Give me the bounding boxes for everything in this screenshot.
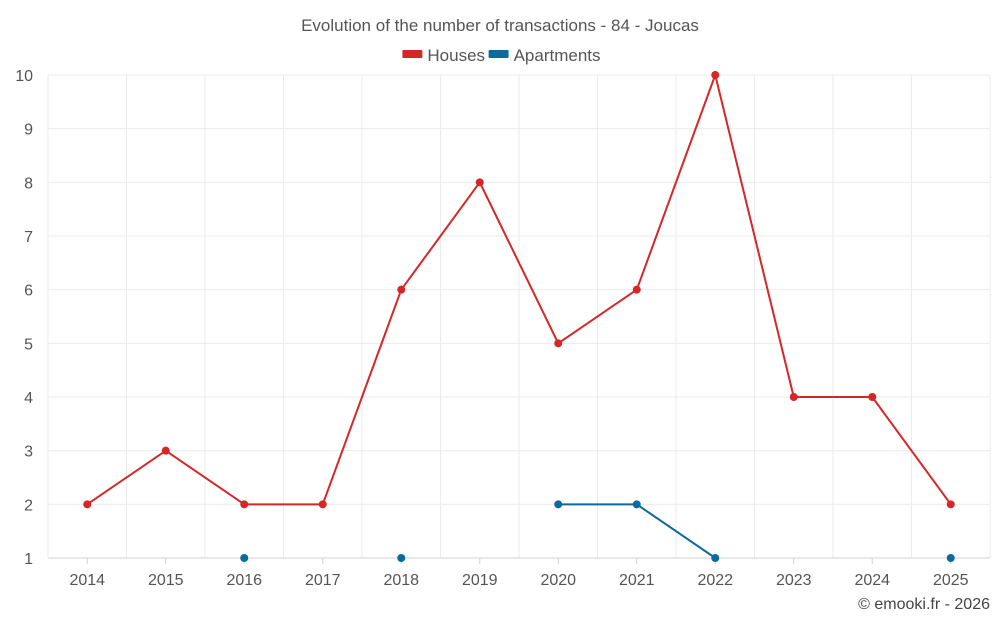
data-point[interactable] bbox=[475, 178, 484, 187]
series-line-segment bbox=[635, 74, 717, 291]
x-tick-label: 2015 bbox=[148, 572, 184, 589]
x-tick-label: 2024 bbox=[854, 572, 890, 589]
data-point[interactable] bbox=[161, 446, 170, 455]
series-line-segment bbox=[321, 288, 403, 506]
y-tick-label: 5 bbox=[24, 336, 33, 353]
y-tick-label: 2 bbox=[24, 497, 33, 514]
legend-item-apartments[interactable]: Apartments bbox=[488, 46, 601, 65]
series-line-segment bbox=[714, 74, 795, 398]
series-line-segment bbox=[478, 181, 560, 345]
data-point[interactable] bbox=[397, 285, 406, 294]
series-houses bbox=[83, 71, 955, 509]
data-point[interactable] bbox=[240, 554, 249, 562]
x-tick-label: 2021 bbox=[619, 572, 655, 589]
data-point[interactable] bbox=[240, 500, 249, 509]
data-point[interactable] bbox=[554, 339, 563, 348]
chart-title: Evolution of the number of transactions … bbox=[301, 16, 699, 35]
x-tick-label: 2019 bbox=[462, 572, 498, 589]
legend: Houses Apartments bbox=[402, 46, 601, 65]
y-tick-label: 9 bbox=[24, 122, 33, 139]
data-point[interactable] bbox=[711, 71, 720, 79]
credit-text: © emooki.fr - 2026 bbox=[858, 596, 990, 613]
x-tick-label: 2017 bbox=[305, 572, 341, 589]
x-tick-label: 2022 bbox=[697, 572, 733, 589]
y-tick-label: 8 bbox=[24, 175, 33, 192]
series-line-segment bbox=[557, 288, 638, 345]
series-line-segment bbox=[400, 181, 481, 291]
series-line-segment bbox=[635, 503, 717, 559]
grid bbox=[47, 74, 991, 558]
series-apartments bbox=[240, 500, 955, 562]
data-point[interactable] bbox=[946, 554, 955, 562]
data-point[interactable] bbox=[632, 285, 641, 294]
data-point[interactable] bbox=[83, 500, 92, 509]
axes: 1 2 3 4 5 6 7 8 9 10 2014 2015 2016 2017 2018 2019 2020 2… bbox=[15, 68, 990, 589]
data-point[interactable] bbox=[632, 500, 641, 509]
legend-label: Apartments bbox=[514, 46, 601, 65]
data-point[interactable] bbox=[868, 393, 877, 401]
data-point[interactable] bbox=[711, 554, 720, 562]
y-tick-label: 3 bbox=[24, 444, 33, 461]
x-tick-label: 2020 bbox=[540, 572, 576, 589]
y-tick-label: 1 bbox=[24, 551, 33, 568]
x-tick-label: 2025 bbox=[933, 572, 969, 589]
y-tick-label: 6 bbox=[24, 283, 33, 300]
x-tick-label: 2023 bbox=[776, 572, 812, 589]
legend-label: Houses bbox=[427, 46, 485, 65]
legend-swatch bbox=[402, 50, 423, 58]
x-tick-label: 2016 bbox=[226, 572, 262, 589]
legend-item-houses[interactable]: Houses bbox=[402, 46, 485, 65]
y-tick-label: 7 bbox=[24, 229, 33, 246]
series-line-segment bbox=[86, 449, 167, 506]
series-line-segment bbox=[871, 396, 952, 506]
legend-swatch bbox=[488, 50, 509, 58]
series bbox=[83, 71, 955, 562]
data-point[interactable] bbox=[554, 500, 563, 509]
x-tick-label: 2018 bbox=[383, 572, 419, 589]
data-point[interactable] bbox=[318, 500, 327, 509]
series-line-segment bbox=[164, 449, 246, 506]
data-point[interactable] bbox=[397, 554, 406, 562]
y-tick-label: 10 bbox=[15, 68, 33, 85]
x-tick-label: 2014 bbox=[69, 572, 105, 589]
y-tick-label: 4 bbox=[24, 390, 33, 407]
data-point[interactable] bbox=[946, 500, 955, 509]
data-point[interactable] bbox=[789, 393, 798, 401]
